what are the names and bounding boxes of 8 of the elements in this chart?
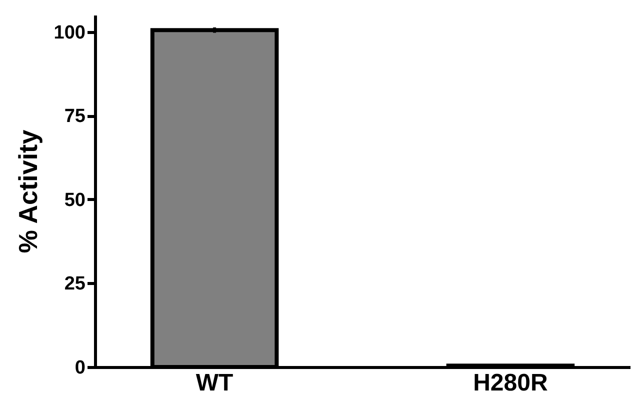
y-axis-title: % Activity [12,129,43,254]
y-tick-label: 25 [64,274,86,295]
y-tick-label: 50 [64,190,86,211]
x-tick-label: H280R [473,370,548,396]
x-tick-label: WT [196,370,234,396]
y-tick-label: 100 [54,22,86,44]
y-tick-label: 75 [64,106,86,128]
y-tick-label: 0 [74,358,86,378]
